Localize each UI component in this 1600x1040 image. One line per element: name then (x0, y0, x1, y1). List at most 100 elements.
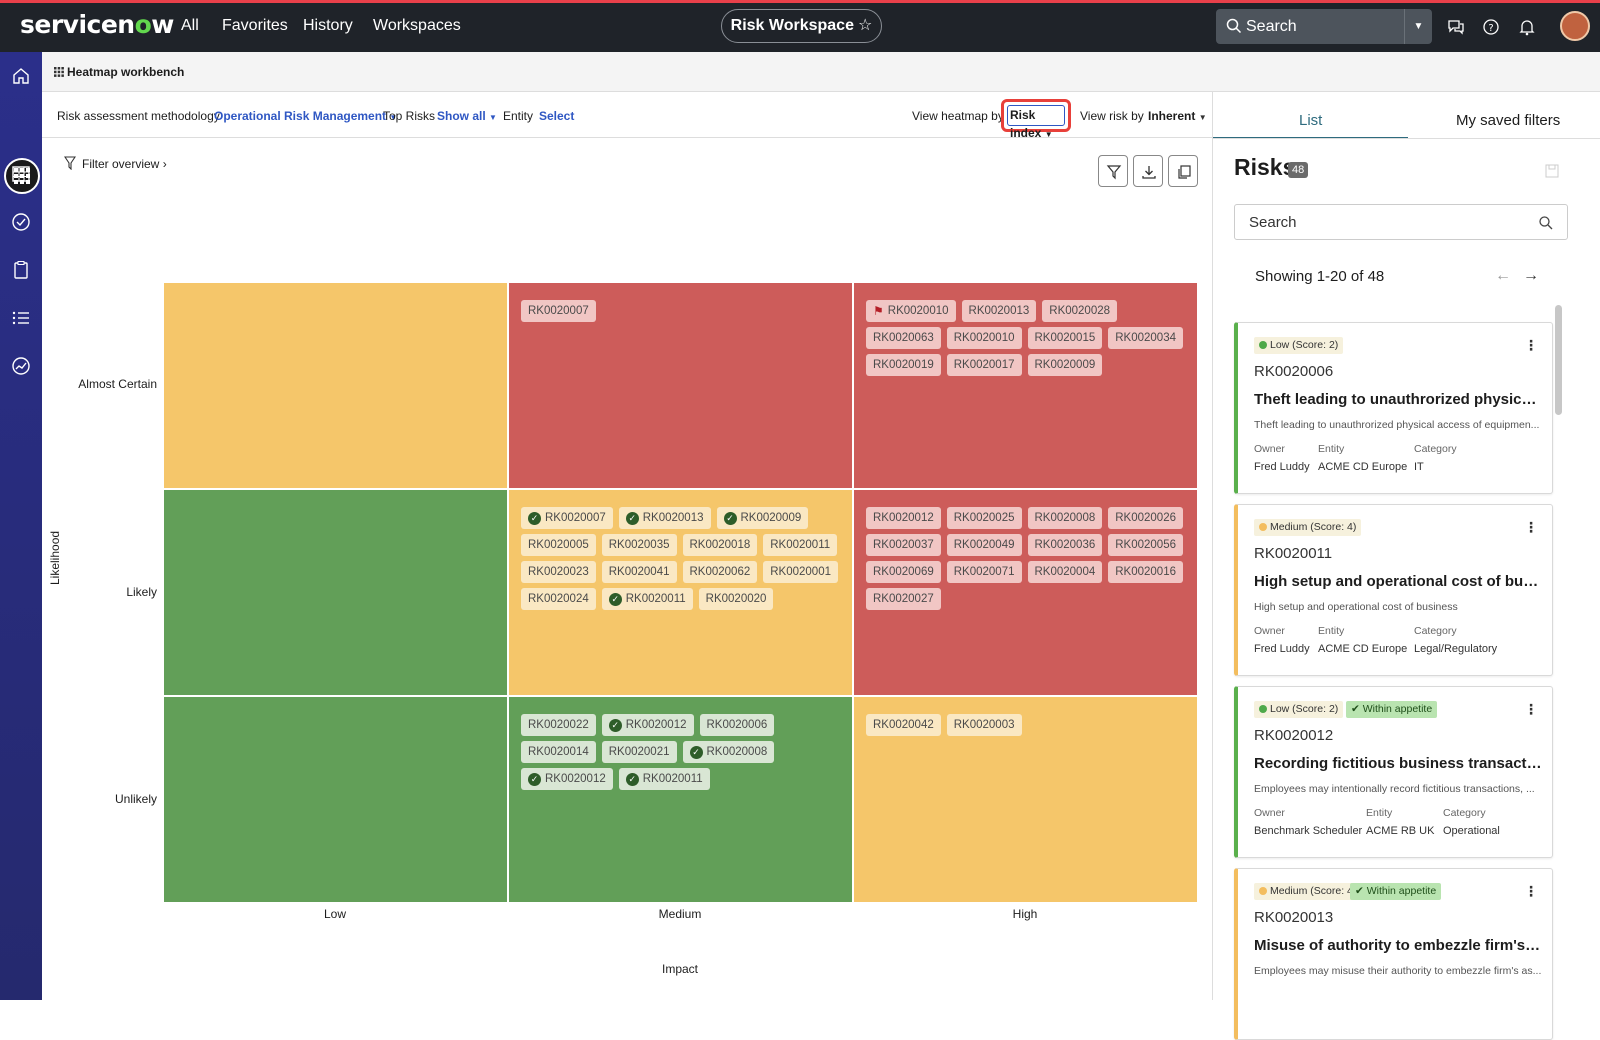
filter-overview-toggle[interactable]: Filter overview › (63, 156, 167, 171)
risk-chip[interactable]: RK0020023 (521, 561, 596, 583)
heatmap-cell[interactable] (164, 490, 507, 695)
heatmap-cell[interactable]: ⚑ RK0020010 RK0020013 RK0020028 RK0020063 RK0… (854, 283, 1197, 488)
risk-chip[interactable]: RK0020006 (699, 714, 775, 736)
tab-list[interactable]: List (1299, 112, 1323, 129)
risk-chip[interactable]: RK0020011 (763, 534, 838, 556)
more-options-icon[interactable]: ⋮ (1524, 883, 1538, 899)
heatmap-cell[interactable]: RK0020012 RK0020025 RK0020008 RK0020026 RK00… (854, 490, 1197, 695)
servicenow-logo[interactable]: servicenow (20, 10, 174, 39)
risk-chip[interactable]: RK0020012 (866, 507, 941, 529)
risk-chip[interactable]: RK0020026 (1108, 507, 1183, 529)
list-icon[interactable] (11, 308, 31, 328)
heatmap-cell[interactable]: ✓ RK0020007 ✓ RK0020013 ✓ RK0020009 RK0020005 R… (509, 490, 852, 695)
risk-chip[interactable]: ✓ RK0020011 (601, 588, 693, 610)
risk-id[interactable]: RK0020012 (1254, 727, 1334, 744)
nav-workspaces[interactable]: Workspaces (373, 17, 461, 34)
risk-chip[interactable]: RK0020041 (601, 561, 677, 583)
risk-chip[interactable]: RK0020056 (1108, 534, 1183, 556)
risk-chip[interactable]: RK0020063 (866, 327, 941, 349)
help-icon[interactable]: ? (1482, 18, 1500, 36)
entity-select[interactable]: Select (539, 109, 575, 123)
more-options-icon[interactable]: ⋮ (1524, 519, 1538, 535)
risk-chip[interactable]: RK0020007 (521, 300, 596, 322)
risk-chip[interactable]: RK0020037 (866, 534, 941, 556)
risk-chip[interactable]: RK0020008 (1027, 507, 1103, 529)
risk-chip[interactable]: RK0020028 (1042, 300, 1118, 322)
more-options-icon[interactable]: ⋮ (1524, 701, 1538, 717)
risk-chip[interactable]: RK0020036 (1027, 534, 1103, 556)
methodology-select[interactable]: Operational Risk Management ▼ (214, 109, 397, 123)
risk-id[interactable]: RK0020011 (1254, 545, 1333, 562)
notifications-bell-icon[interactable] (1518, 18, 1536, 36)
heatmap-cell[interactable]: RK0020022 ✓ RK0020012 RK0020006 RK0020014 RK0… (509, 697, 852, 902)
view-heatmap-select[interactable]: Risk index ▼ (1007, 105, 1065, 140)
risk-chip[interactable]: RK0020003 (946, 714, 1022, 736)
star-icon[interactable]: ☆ (857, 17, 873, 34)
risk-chip[interactable]: RK0020010 (946, 327, 1022, 349)
risk-chip[interactable]: RK0020035 (601, 534, 677, 556)
risk-chip[interactable]: RK0020042 (866, 714, 941, 736)
view-risk-select[interactable]: Inherent ▼ (1148, 109, 1207, 123)
search-scope-dropdown[interactable]: ▼ (1404, 9, 1432, 44)
risk-list-scrollbar[interactable] (1555, 305, 1562, 415)
risk-chip[interactable]: RK0020025 (946, 507, 1022, 529)
download-button[interactable] (1133, 155, 1163, 187)
heatmap-cell[interactable]: RK0020042 RK0020003 (854, 697, 1197, 902)
check-circle-icon[interactable] (11, 212, 31, 232)
risk-chip[interactable]: RK0020017 (946, 354, 1022, 376)
risk-chip[interactable]: RK0020016 (1108, 561, 1183, 583)
risk-chip[interactable]: ✓ RK0020013 (618, 507, 711, 529)
risk-chip[interactable]: ✓ RK0020012 (601, 714, 694, 736)
risk-chip[interactable]: RK0020062 (682, 561, 758, 583)
risk-chip[interactable]: RK0020024 (521, 588, 596, 610)
heatmap-cell[interactable] (164, 283, 507, 488)
analytics-icon[interactable] (11, 356, 31, 376)
more-options-icon[interactable]: ⋮ (1524, 337, 1538, 353)
clipboard-icon[interactable] (11, 260, 31, 280)
risk-chip[interactable]: RK0020009 (1027, 354, 1103, 376)
risk-chip[interactable]: RK0020001 (763, 561, 838, 583)
risk-chip[interactable]: ✓ RK0020011 (618, 768, 710, 790)
nav-history[interactable]: History (303, 17, 353, 34)
global-search[interactable]: Search ▼ (1216, 9, 1432, 44)
risk-chip[interactable]: RK0020020 (698, 588, 774, 610)
risk-chip[interactable]: RK0020034 (1108, 327, 1183, 349)
risk-id[interactable]: RK0020006 (1254, 363, 1334, 380)
risk-chip[interactable]: RK0020021 (601, 741, 677, 763)
filter-button[interactable] (1098, 155, 1128, 187)
user-avatar[interactable] (1560, 11, 1590, 41)
view-heatmap-select-highlight[interactable]: Risk index ▼ (1001, 99, 1071, 140)
search-icon[interactable] (1539, 216, 1553, 230)
arrow-left-icon[interactable]: ← (1495, 267, 1511, 284)
risk-card[interactable]: Medium (Score: 4) ⋮ RK0020011 High setup an… (1234, 504, 1553, 676)
chat-icon[interactable] (1447, 18, 1465, 36)
risk-chip[interactable]: ✓ RK0020012 (521, 768, 613, 790)
heatmap-cell[interactable]: RK0020007 (509, 283, 852, 488)
risk-chip[interactable]: RK0020013 (961, 300, 1037, 322)
tab-my-saved-filters[interactable]: My saved filters (1456, 112, 1561, 129)
risk-chip[interactable]: ✓ RK0020008 (682, 741, 775, 763)
risk-card[interactable]: Low (Score: 2) ✔ Within appetite ⋮ RK002001… (1234, 686, 1553, 858)
risk-card[interactable]: Low (Score: 2) ⋮ RK0020006 Theft leading to… (1234, 322, 1553, 494)
risk-chip[interactable]: RK0020049 (946, 534, 1022, 556)
workspace-title-button[interactable]: Risk Workspace ☆ (721, 9, 882, 43)
risk-chip[interactable]: RK0020015 (1027, 327, 1103, 349)
risk-chip[interactable]: RK0020018 (682, 534, 758, 556)
risk-chip[interactable]: RK0020027 (866, 588, 941, 610)
top-risks-select[interactable]: Show all ▼ (437, 109, 497, 123)
risk-chip[interactable]: ✓ RK0020009 (716, 507, 809, 529)
nav-favorites[interactable]: Favorites (222, 17, 288, 34)
risk-chip[interactable]: ⚑ RK0020010 (866, 300, 956, 322)
risk-chip[interactable]: RK0020014 (521, 741, 596, 763)
save-icon[interactable] (1545, 164, 1559, 178)
risk-chip[interactable]: RK0020019 (866, 354, 941, 376)
risks-search-input[interactable]: Search (1234, 204, 1568, 240)
arrow-right-icon[interactable]: → (1523, 267, 1539, 284)
nav-all[interactable]: All (181, 17, 199, 34)
risk-chip[interactable]: RK0020071 (946, 561, 1022, 583)
risk-chip[interactable]: RK0020022 (521, 714, 596, 736)
home-icon[interactable] (11, 66, 31, 86)
heatmap-cell[interactable] (164, 697, 507, 902)
table-icon[interactable] (11, 164, 31, 184)
risk-chip[interactable]: RK0020005 (521, 534, 596, 556)
